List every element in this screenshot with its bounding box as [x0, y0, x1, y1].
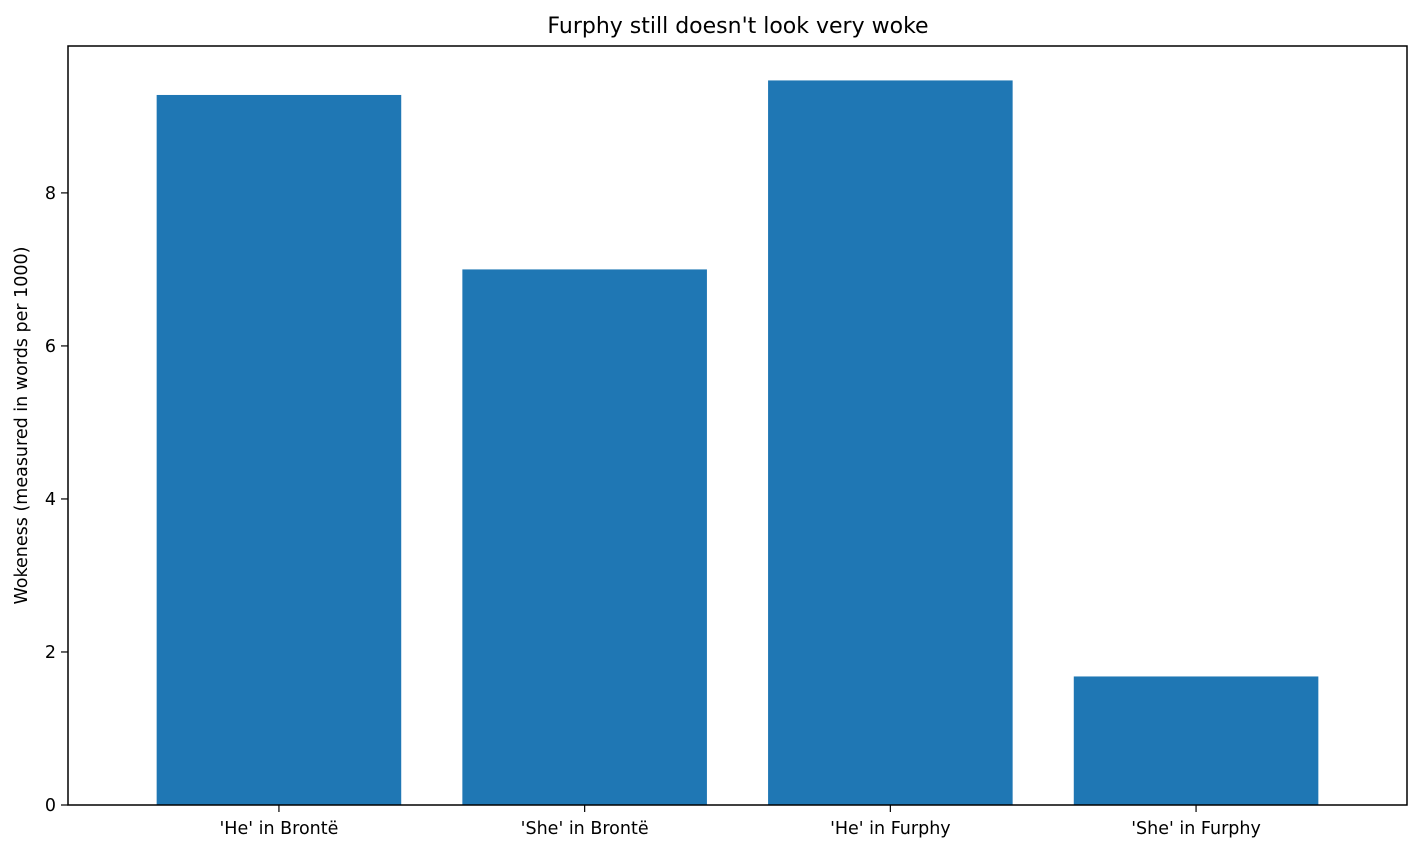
y-axis-ticks: 0 2 4 6 8 [45, 184, 68, 816]
chart-title: Furphy still doesn't look very woke [547, 14, 928, 39]
axes-frame [67, 45, 1408, 806]
bar [156, 94, 402, 805]
y-tick-label: 6 [45, 337, 56, 357]
x-axis-ticks: 'He' in Brontë 'She' in Brontë 'He' in Fur… [220, 805, 1261, 839]
bar [462, 269, 707, 806]
x-tick-label: 'He' in Brontë [220, 819, 339, 839]
bar [1073, 676, 1319, 805]
bars-layer [156, 80, 1319, 806]
y-tick-label: 8 [45, 184, 56, 204]
x-tick-label: 'She' in Brontë [521, 819, 649, 839]
bar [768, 80, 1013, 806]
y-tick-label: 4 [45, 490, 56, 510]
x-tick-label: 'He' in Furphy [830, 819, 951, 839]
x-tick-label: 'She' in Furphy [1131, 819, 1261, 839]
y-axis-label: Wokeness (measured in words per 1000) [12, 247, 32, 605]
y-tick-label: 0 [45, 796, 56, 816]
y-tick-label: 2 [45, 643, 56, 663]
